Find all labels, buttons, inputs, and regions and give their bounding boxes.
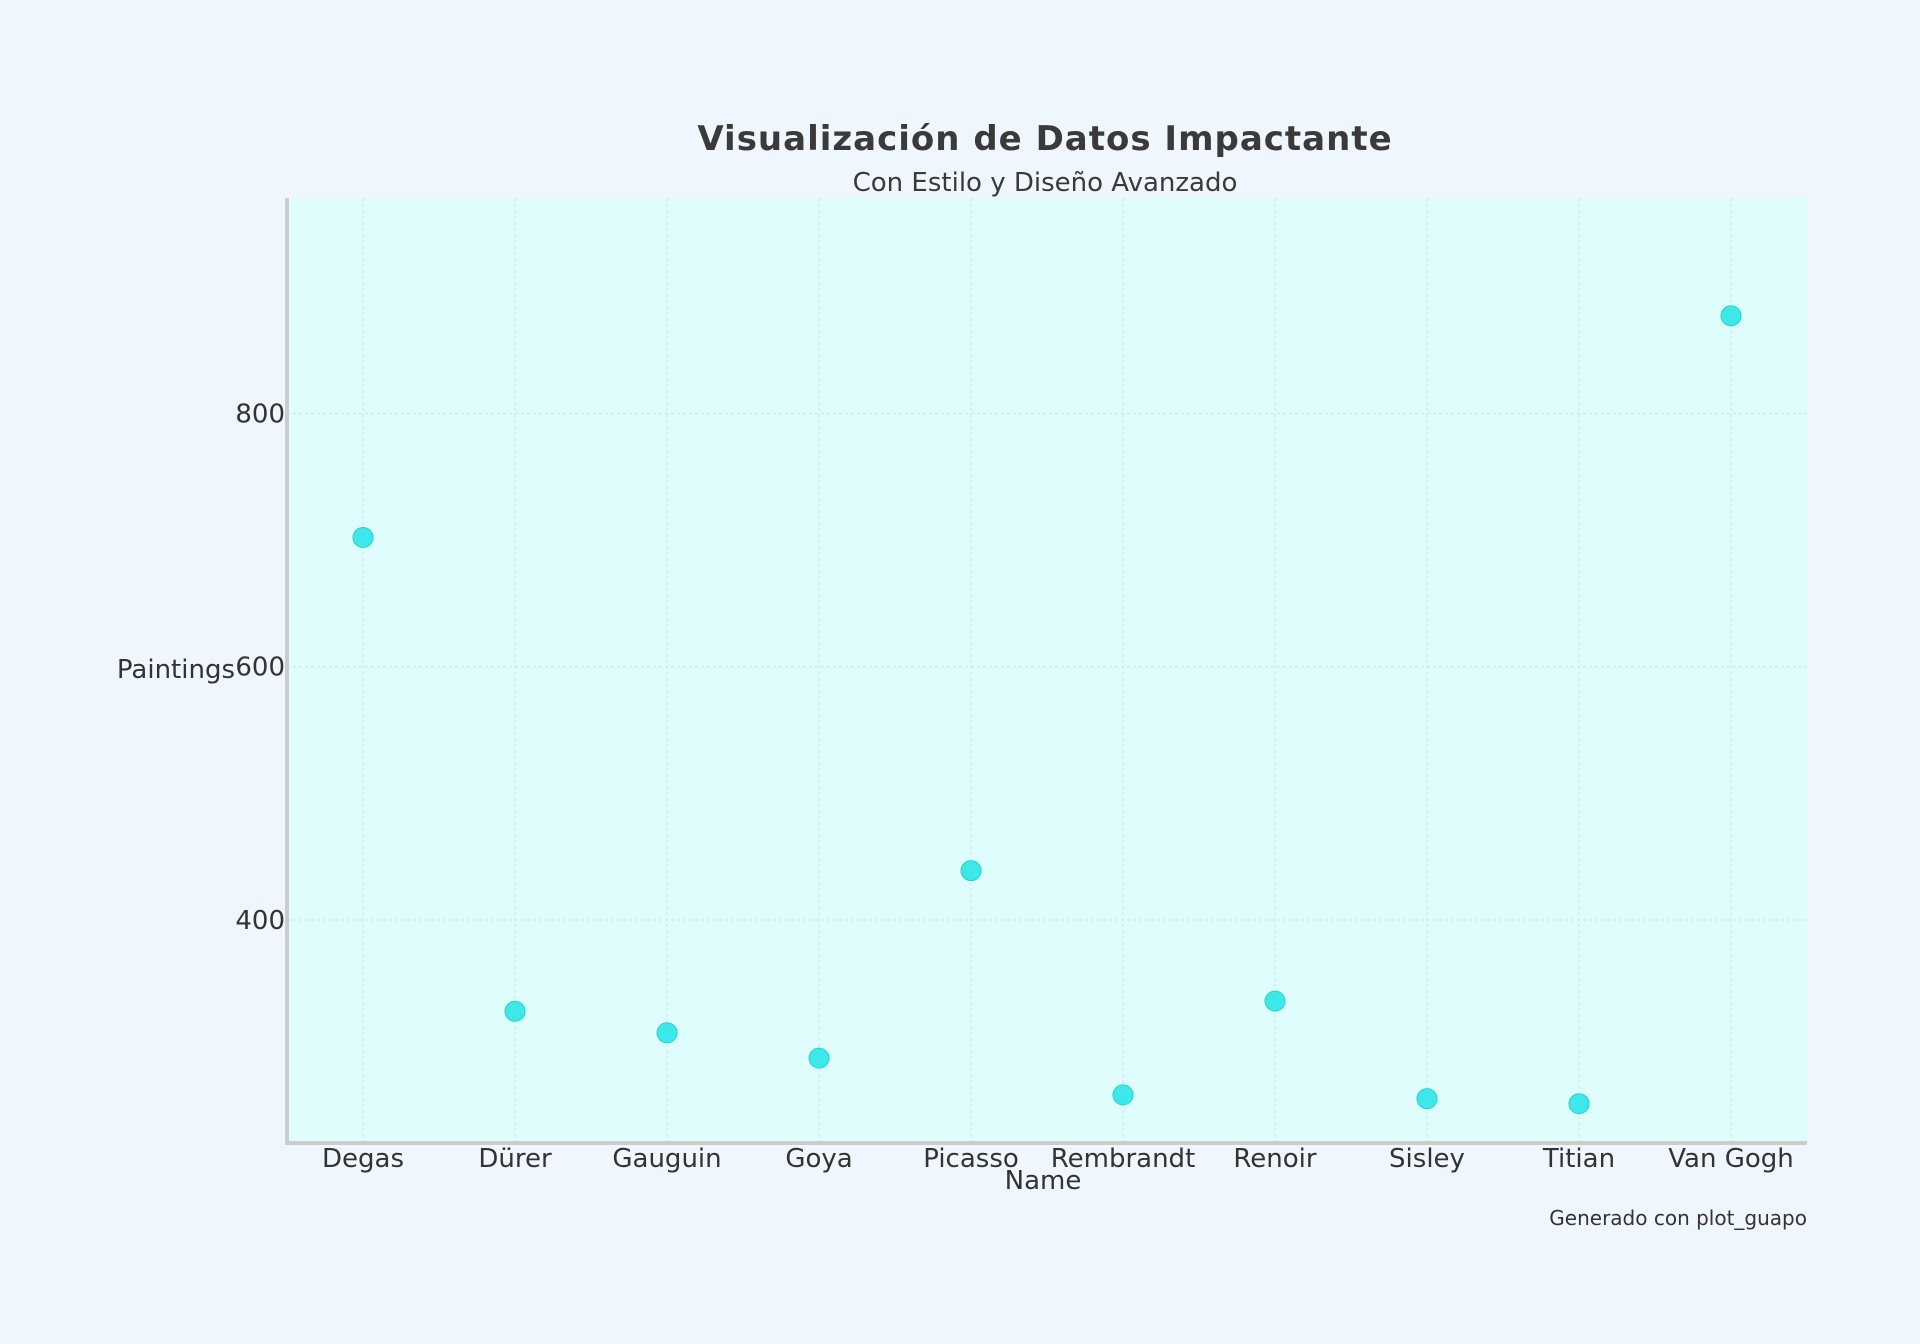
data-point (808, 1047, 830, 1069)
x-tick-label: Degas (322, 1144, 404, 1174)
x-tick-label: Sisley (1389, 1144, 1465, 1174)
data-point (960, 860, 982, 882)
x-tick-labels: Degas Dürer Gauguin Goya Picasso Rembrandt Ren… (322, 1144, 1794, 1174)
data-points (352, 305, 1742, 1115)
data-point (1416, 1088, 1438, 1110)
x-axis-title: Name (1005, 1166, 1082, 1196)
chart-title: Visualización de Datos Impactante (697, 119, 1392, 159)
data-point (656, 1022, 678, 1044)
data-point (1112, 1084, 1134, 1106)
data-point (504, 1000, 526, 1022)
data-point (352, 526, 374, 548)
x-tick-label: Gauguin (612, 1144, 721, 1174)
y-tick-label: 400 (235, 906, 285, 936)
y-tick-label: 800 (235, 399, 285, 429)
x-tick-label: Picasso (923, 1144, 1019, 1174)
chart-subtitle: Con Estilo y Diseño Avanzado (853, 168, 1238, 198)
x-tick-label: Dürer (478, 1144, 552, 1174)
x-tick-label: Titian (1542, 1144, 1615, 1174)
x-tick-label: Rembrandt (1051, 1144, 1196, 1174)
axes (285, 198, 1807, 1145)
x-tick-label: Van Gogh (1668, 1144, 1793, 1174)
plot-area (287, 198, 1807, 1143)
y-axis-title: Paintings (117, 655, 235, 685)
x-tick-label: Renoir (1233, 1144, 1317, 1174)
data-point (1264, 990, 1286, 1012)
footer-credit: Generado con plot_guapo (1549, 1206, 1807, 1230)
data-point (1568, 1093, 1590, 1115)
x-tick-label: Goya (785, 1144, 852, 1174)
data-point (1720, 305, 1742, 327)
y-tick-labels: 400 600 800 (235, 399, 285, 936)
y-tick-label: 600 (235, 653, 285, 683)
grid (287, 198, 1807, 1143)
